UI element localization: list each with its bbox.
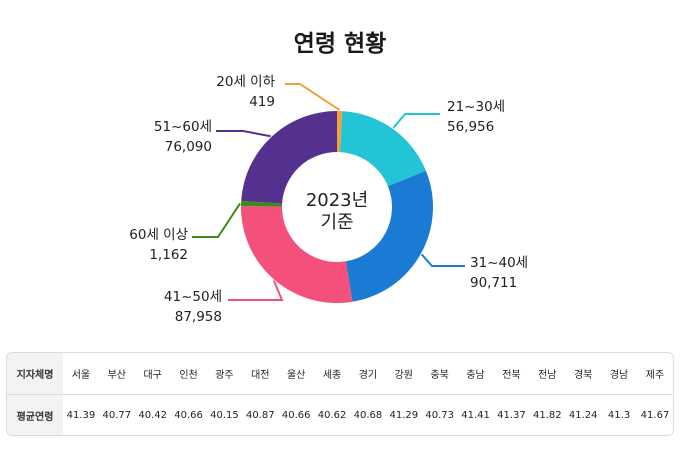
slice-1 <box>340 111 426 187</box>
region-value: 41.41 <box>461 409 490 421</box>
region-value: 40.62 <box>317 409 347 421</box>
region-header: 인천 <box>170 353 207 395</box>
region-value: 40.77 <box>102 409 132 421</box>
region-value: 40.87 <box>245 409 275 421</box>
region-value: 41.67 <box>640 409 670 421</box>
slice-2 <box>345 170 433 302</box>
header-label: 지자체명 <box>7 353 63 395</box>
region-value: 40.42 <box>138 409 167 421</box>
slice-label-name: 41~50세 <box>164 289 222 305</box>
region-header: 경남 <box>601 353 637 395</box>
slice-label-value: 87,958 <box>175 309 222 325</box>
leader-line-2 <box>420 253 465 267</box>
region-header: 세종 <box>314 353 350 395</box>
center-label-basis: 기준 <box>320 212 353 233</box>
region-value: 41.82 <box>532 409 562 421</box>
slice-label-value: 76,090 <box>165 139 212 155</box>
slice-3 <box>241 206 353 303</box>
slice-0 <box>337 111 343 153</box>
slice-label-value: 1,162 <box>149 247 188 263</box>
region-header: 대구 <box>134 353 171 395</box>
slice-label-name: 21~30세 <box>447 99 505 115</box>
leader-line-5 <box>216 130 271 138</box>
age-table: 지자체명 서울 부산 대구 인천 광주 대전 울산 세종 경기 강원 충북 충남 전북 전남 경북 경남 제주 … <box>6 352 674 436</box>
leader-line-0 <box>285 83 341 111</box>
center-label-year: 2023년 <box>306 190 368 211</box>
region-value: 41.39 <box>66 409 96 421</box>
leader-line-1 <box>392 113 440 129</box>
region-header: 충남 <box>457 353 494 395</box>
donut-chart: 20세 이하 419 21~30세 56,956 31~40세 90,711 41~50세 8… <box>129 74 528 325</box>
slice-labels: 20세 이하 419 21~30세 56,956 31~40세 90,711 41~50세 8… <box>129 74 528 325</box>
region-value: 41.24 <box>568 409 598 421</box>
leader-line-4 <box>192 202 241 238</box>
region-value: 41.37 <box>497 409 526 421</box>
region-header: 충북 <box>421 353 458 395</box>
region-header: 서울 <box>63 353 99 395</box>
slice-label-name: 60세 이상 <box>129 227 188 243</box>
slice-label-name: 51~60세 <box>154 119 212 135</box>
slice-label-value: 419 <box>249 94 275 110</box>
slice-4 <box>241 200 283 207</box>
chart-title: 연령 현황 <box>293 31 387 57</box>
leader-lines <box>192 83 465 301</box>
slice-label-name: 20세 이하 <box>216 74 275 90</box>
region-header: 강원 <box>385 353 422 395</box>
region-value: 40.15 <box>210 409 239 421</box>
region-value: 41.29 <box>389 409 419 421</box>
slice-label-value: 90,711 <box>470 275 517 291</box>
region-value: 40.68 <box>353 409 383 421</box>
table-header-row: 지자체명 서울 부산 대구 인천 광주 대전 울산 세종 경기 강원 충북 충남 전북 전남 경북 경남 제주 <box>7 353 673 395</box>
donut-slices <box>241 111 433 303</box>
region-value: 40.66 <box>174 409 203 421</box>
region-header: 제주 <box>637 353 673 395</box>
row-label: 평균연령 <box>7 394 63 435</box>
table-value-row: 평균연령 41.39 40.77 40.42 40.66 40.15 40.87 40.66… <box>7 394 673 435</box>
slice-5 <box>241 111 337 204</box>
region-header: 경기 <box>350 353 386 395</box>
slice-label-value: 56,956 <box>447 119 494 135</box>
region-value: 40.73 <box>425 409 454 421</box>
region-header: 전북 <box>493 353 530 395</box>
region-header: 전남 <box>529 353 566 395</box>
leader-line-3 <box>228 280 284 301</box>
region-header: 부산 <box>98 353 135 395</box>
region-value: 41.3 <box>607 409 631 421</box>
region-value: 40.66 <box>281 409 311 421</box>
region-header: 울산 <box>278 353 315 395</box>
region-header: 대전 <box>242 353 279 395</box>
region-header: 경북 <box>565 353 602 395</box>
region-header: 광주 <box>206 353 243 395</box>
slice-label-name: 31~40세 <box>470 255 528 271</box>
